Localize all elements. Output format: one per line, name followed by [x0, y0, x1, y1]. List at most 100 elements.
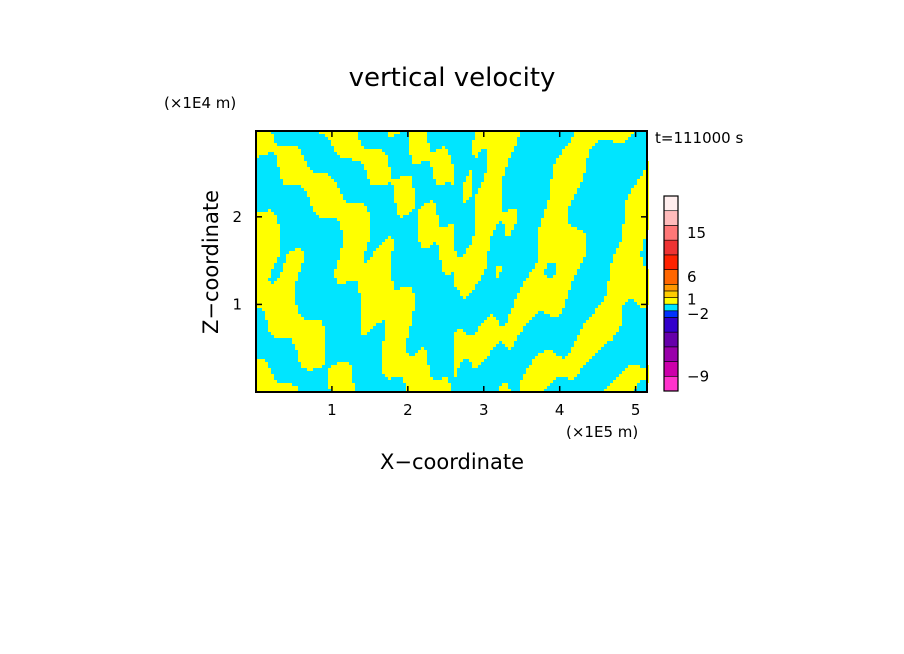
field-band [409, 131, 427, 134]
field-band [622, 371, 649, 374]
field-band [463, 191, 472, 194]
field-band [412, 161, 421, 164]
field-band [478, 191, 502, 194]
field-band [400, 215, 403, 218]
field-band [523, 374, 577, 377]
field-band [538, 236, 586, 239]
field-band [418, 212, 436, 215]
field-band [631, 188, 649, 191]
field-band [328, 368, 352, 371]
field-band [256, 293, 295, 296]
field-band [256, 281, 271, 284]
field-band [256, 386, 298, 389]
field-band [550, 185, 580, 188]
field-band [610, 266, 646, 269]
field-band [442, 377, 448, 380]
field-band [463, 182, 472, 185]
field-band [454, 332, 466, 335]
field-band [400, 176, 412, 179]
field-band [475, 194, 502, 197]
field-band [430, 200, 433, 203]
field-band [550, 194, 574, 197]
field-band [439, 257, 487, 260]
field-band [511, 308, 562, 311]
field-band [283, 263, 301, 266]
field-band [274, 335, 325, 338]
field-band [475, 227, 496, 230]
field-band [475, 221, 499, 224]
field-band [499, 389, 511, 392]
field-band [634, 299, 649, 302]
field-band [256, 239, 280, 242]
field-band [334, 269, 391, 272]
field-band [475, 197, 502, 200]
field-band [409, 152, 448, 155]
field-band [400, 287, 412, 290]
field-band [475, 218, 517, 221]
field-band [343, 236, 370, 239]
field-band [622, 230, 646, 233]
field-band [385, 320, 412, 323]
field-band [487, 155, 511, 158]
field-band [454, 374, 457, 377]
field-band [361, 305, 415, 308]
field-band [256, 140, 274, 143]
field-band [301, 362, 325, 365]
field-band [625, 209, 649, 212]
field-band [256, 155, 259, 158]
field-band [274, 152, 301, 155]
field-band [337, 278, 391, 281]
field-band [466, 179, 472, 182]
x-tick-label: 1 [327, 401, 337, 419]
field-band [337, 152, 385, 155]
field-band [268, 326, 325, 329]
field-band [469, 359, 484, 362]
x-tick-label: 3 [479, 401, 489, 419]
field-band [388, 377, 391, 380]
field-band [454, 341, 499, 344]
field-band [610, 269, 649, 272]
field-band [256, 359, 265, 362]
field-band [421, 206, 436, 209]
field-band [538, 242, 586, 245]
plot-area [255, 130, 649, 393]
field-band [256, 362, 268, 365]
field-band [283, 266, 301, 269]
field-band [256, 371, 271, 374]
field-band [550, 197, 574, 200]
field-band [397, 212, 409, 215]
field-band [568, 143, 595, 146]
field-band [508, 347, 511, 350]
field-band [475, 224, 496, 227]
field-band [463, 188, 472, 191]
field-band [403, 380, 448, 383]
field-band [628, 197, 649, 200]
field-band [472, 152, 478, 155]
field-band [256, 131, 271, 134]
field-band [454, 272, 484, 275]
field-band [277, 164, 307, 167]
field-band [487, 170, 505, 173]
field-band [577, 338, 613, 341]
colorbar-label: 6 [687, 268, 697, 286]
field-band [475, 230, 493, 233]
field-band [619, 242, 643, 245]
field-band [331, 389, 355, 392]
field-band [553, 170, 586, 173]
field-band [475, 155, 478, 158]
field-band [256, 299, 295, 302]
field-band [358, 290, 412, 293]
field-band [553, 275, 574, 278]
field-band [553, 167, 586, 170]
field-band [520, 287, 571, 290]
field-band [457, 329, 463, 332]
field-band [430, 164, 454, 167]
field-band [331, 143, 361, 146]
field-band [454, 359, 463, 362]
field-band [331, 140, 361, 143]
field-band [337, 266, 391, 269]
field-band [565, 146, 592, 149]
field-band [256, 269, 271, 272]
field-band [481, 182, 502, 185]
field-band [616, 251, 640, 254]
